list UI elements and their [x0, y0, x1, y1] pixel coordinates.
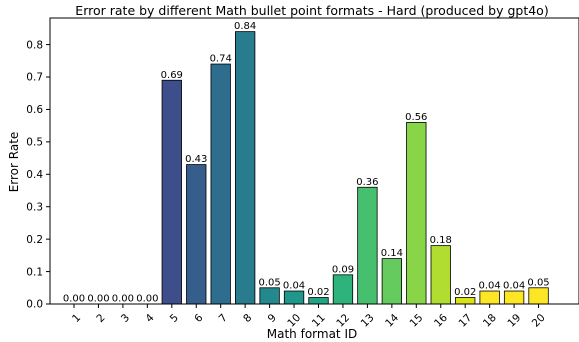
- chart-title: Error rate by different Math bullet poin…: [75, 3, 548, 18]
- bar: [381, 258, 403, 305]
- data-label: 0.43: [185, 154, 207, 165]
- bar: [455, 297, 476, 305]
- y-tick-label: 0.6: [26, 104, 43, 116]
- data-label: 0.56: [405, 112, 427, 123]
- data-label: 0.84: [234, 21, 256, 32]
- y-tick-label: 0.5: [26, 137, 43, 149]
- bar: [161, 79, 182, 305]
- y-tick-label: 0.4: [26, 169, 43, 181]
- x-tick-label: 2: [94, 312, 107, 325]
- x-axis-title: Math format ID: [267, 327, 357, 341]
- data-label: 0.00: [63, 294, 85, 305]
- bar: [283, 290, 305, 305]
- y-tick-label: 0.0: [26, 299, 43, 311]
- data-label: 0.04: [479, 281, 501, 292]
- x-tick-label: 9: [266, 312, 279, 325]
- x-tick-label: 20: [530, 312, 548, 330]
- bar: [259, 287, 280, 305]
- y-tick-label: 0.3: [26, 201, 43, 213]
- bars-group: 0.00 0.00 0.00 0.000.690.430.740.840.05 0.04…: [63, 21, 550, 304]
- bar: [406, 122, 427, 305]
- bar: [357, 186, 378, 305]
- x-tick-label: 16: [432, 312, 450, 330]
- data-label: 0.02: [454, 287, 476, 298]
- data-label: 0.00: [136, 294, 158, 305]
- x-tick-label: 7: [217, 312, 230, 325]
- data-label: 0.04: [503, 281, 525, 292]
- x-tick-label: 4: [143, 312, 156, 325]
- bar: [503, 290, 525, 305]
- bar: [186, 164, 207, 305]
- bar: [210, 63, 231, 305]
- data-label: 0.05: [258, 277, 280, 288]
- bar: [308, 297, 329, 305]
- x-tick-label: 19: [505, 312, 523, 330]
- y-tick-label: 0.7: [26, 72, 43, 84]
- y-tick-label: 0.8: [26, 39, 43, 51]
- x-tick-label: 5: [168, 312, 181, 325]
- data-label: 0.09: [332, 264, 354, 275]
- x-tick-label: 14: [383, 312, 401, 330]
- x-axis: 1 2 3 4 5 6 7 8 9 10 11 12 13 14 15 16 17 18 19 20: [70, 304, 548, 330]
- bar: [234, 31, 256, 305]
- bar: [528, 287, 549, 305]
- plot-frame: [49, 17, 579, 305]
- data-label: 0.18: [430, 235, 452, 246]
- x-tick-label: 8: [241, 312, 254, 325]
- bar: [479, 290, 500, 305]
- x-tick-label: 17: [456, 312, 474, 330]
- x-tick-label: 18: [481, 312, 499, 330]
- bar: [332, 274, 354, 305]
- bar: [430, 245, 451, 305]
- y-axis: 0.0 0.1 0.2 0.3 0.4 0.5 0.6 0.7 0.8: [26, 39, 50, 311]
- data-label: 0.36: [356, 177, 378, 188]
- data-label: 0.04: [283, 281, 305, 292]
- y-tick-label: 0.1: [26, 266, 43, 278]
- data-label: 0.00: [87, 294, 109, 305]
- x-tick-label: 6: [192, 312, 205, 325]
- data-label: 0.74: [210, 54, 232, 65]
- data-label: 0.00: [112, 294, 134, 305]
- x-tick-label: 13: [359, 312, 377, 330]
- x-tick-label: 15: [408, 312, 426, 330]
- y-axis-title: Error Rate: [7, 132, 21, 193]
- x-tick-label: 3: [119, 312, 132, 325]
- data-label: 0.02: [307, 287, 329, 298]
- x-tick-label: 1: [70, 312, 83, 325]
- data-label: 0.05: [527, 277, 549, 288]
- data-label: 0.69: [161, 70, 183, 81]
- y-tick-label: 0.2: [26, 234, 43, 246]
- data-label: 0.14: [381, 248, 403, 259]
